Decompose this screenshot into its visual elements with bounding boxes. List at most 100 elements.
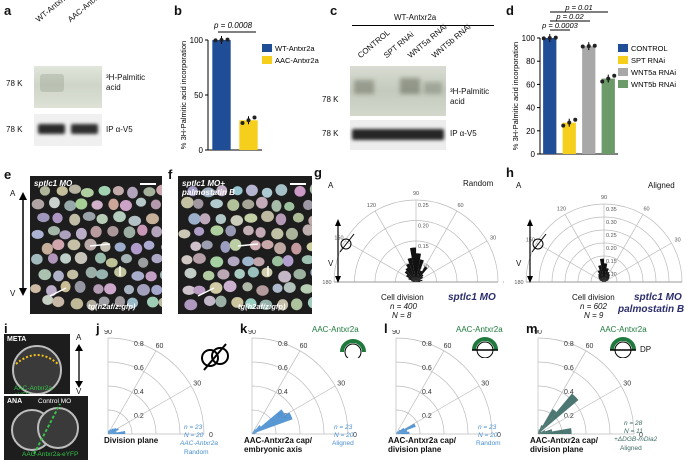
data-point [612,73,617,78]
rose-wedge [252,432,257,434]
grid-ring [395,409,421,435]
panel-label-e: e [4,167,12,182]
rose-wedge [538,431,542,434]
nucleus [272,256,284,267]
nucleus [95,252,106,264]
control-mo-label: Control MO [38,398,72,405]
rose-wedge [604,273,611,282]
nucleus [244,213,258,223]
grid-ring [537,337,635,435]
chart-b: 0 50 100% 3H-Palmitic acid incorporation WT… [179,21,320,155]
rose-wedge [108,431,109,434]
micrograph-title-f1: sptlc1 MO+ [182,179,225,188]
cap-icon-m [610,337,636,358]
angle-label: 0 [497,432,501,439]
rose-wedge [538,393,579,434]
caption-m1: AAC-Antxr2a cap/ [530,436,599,445]
rose-wedge [604,281,607,282]
caption-m2: division plane [530,445,584,454]
bar [582,46,596,155]
legend-swatch [262,44,272,52]
rose-wedge [108,430,126,434]
ip-label-a: IP α-V5 [106,125,133,134]
panel-label-b: b [174,3,182,18]
nucleus [107,225,119,237]
av-arrowhead [527,219,533,226]
nucleus [178,229,191,239]
legend-entry: WT-Antxr2a [275,44,315,53]
data-point [586,44,591,49]
nucleus [49,197,60,209]
nucleus [215,213,227,225]
data-point [541,36,546,41]
nucleus [127,297,139,309]
micrograph-i-ana: ANA Control MO AAC-Antxr2a-eYFP [4,396,88,460]
r-tick-label: 0.4 [278,389,288,396]
r-tick-label: 0.15 [606,259,617,265]
nucleus [75,227,87,240]
micrograph-f: sptlc1 MO+ palmostatin B tg(h2af/z:gfp) [178,176,312,314]
nucleus [255,196,268,209]
rose-wedge [108,431,117,434]
rose-wedge [108,428,119,434]
micrograph-title-f2: palmostatin B [182,188,235,197]
bign-g: N = 8 [392,311,412,320]
rose-wedge [597,273,604,282]
data-point [246,118,251,123]
cell-axis [531,233,547,253]
nucleus [193,226,205,236]
angle-label: 120 [557,206,566,212]
nucleus [159,270,162,280]
bar [601,78,615,154]
nucleus [181,255,193,265]
rose-wedge [538,424,543,434]
nucleus [114,296,126,308]
nucleus [113,211,126,223]
nucleus [234,268,245,279]
nucleus [283,282,296,293]
angle-label: 60 [444,343,452,350]
cell-axis [339,233,355,253]
axis-v-h: V [516,259,522,268]
nucleus [151,284,162,296]
nucleus [105,258,118,268]
rose-wedge [405,267,416,282]
r-tick-label: 0.35 [606,207,617,213]
legend-entry: AAC-Antxr2a [275,56,320,65]
nucleus [275,184,288,196]
r-tick-label: 0.6 [134,365,144,372]
rose-wedge [396,423,416,434]
cond-j: AAC-Antxr2a [180,440,218,447]
angle-label: 30 [490,236,496,242]
nucleus [259,299,273,310]
nucleus [245,298,257,310]
caption-k2: embryonic axis [244,445,303,454]
cell-orientation-icon [335,219,355,283]
panel-label-m: m [526,321,538,336]
rose-wedge [598,276,604,282]
rose-wedge [252,409,286,434]
rose-wedge [538,428,572,434]
rose-wedge [252,433,255,434]
legend-entry: SPT RNAi [631,56,665,65]
axis-v-i: V [76,387,82,396]
n-g: n = 400 [390,302,417,311]
rose-wedge [411,280,416,282]
rose-wedge [604,277,610,282]
nucleus [261,210,274,223]
nucleus [308,215,312,226]
nucleus [272,283,283,293]
nucleus [261,267,273,278]
nucleus [309,184,312,194]
nucleus [64,200,77,212]
angle-label: 0 [353,432,357,439]
nucleus [231,296,244,308]
nucleus [307,297,312,309]
av-arrowhead [527,276,533,283]
rose-wedge [396,431,410,434]
rose-wedge [108,430,110,434]
yfp-label-2: AAC-Antxr2a-eYFP [22,451,79,458]
tag-h: Aligned [648,181,675,190]
rose-wedge [404,270,416,282]
panel-label-a: a [4,3,12,18]
